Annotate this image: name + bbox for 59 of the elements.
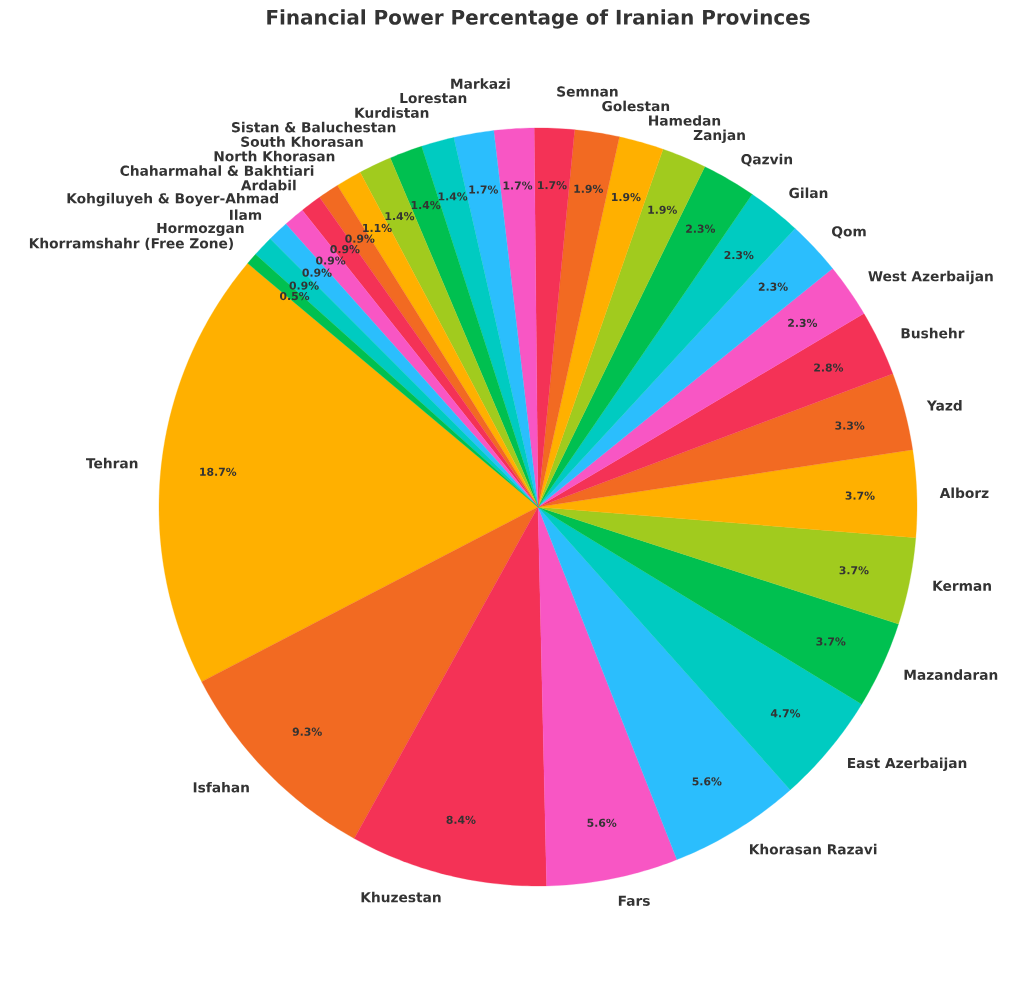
data-label: 3.3%: [835, 421, 865, 430]
slice-label: Mazandaran: [904, 669, 998, 680]
slice-label: Bushehr: [901, 327, 965, 339]
slice-label: Tehran: [86, 457, 138, 469]
data-label: 1.7%: [503, 181, 533, 190]
data-label: 3.7%: [845, 491, 875, 500]
slice-label: South Khorasan: [241, 136, 363, 147]
data-label: 5.6%: [587, 818, 617, 827]
slice-label: Sistan & Baluchestan: [232, 121, 396, 133]
slice-label: Chaharmahal & Bakhtiari: [120, 165, 314, 176]
data-label: 1.4%: [385, 212, 415, 221]
slice-label: Qom: [832, 226, 866, 239]
data-label: 2.3%: [758, 282, 788, 291]
data-label: 8.4%: [446, 815, 476, 824]
slice-label: North Khorasan: [214, 150, 335, 162]
data-label: 9.3%: [292, 727, 322, 736]
slice-label: Khorramshahr (Free Zone): [29, 237, 233, 251]
slice-label: Alborz: [939, 487, 989, 499]
slice-label: Khuzestan: [361, 891, 441, 903]
slice-label: Yazd: [926, 400, 962, 411]
slice-label: Kerman: [933, 580, 991, 591]
slice-label: Qazvin: [741, 153, 793, 167]
data-label: 3.7%: [839, 566, 869, 575]
data-label: 2.3%: [724, 250, 754, 260]
data-label: 3.7%: [816, 637, 846, 646]
slice-label: Khorasan Razavi: [749, 843, 877, 855]
slice-label: Ilam: [229, 209, 262, 221]
slice-label: East Azerbaijan: [848, 757, 967, 771]
data-label: 5.6%: [692, 777, 722, 786]
slice-label: Lorestan: [400, 92, 467, 104]
slice-label: Isfahan: [193, 781, 249, 793]
slice-label: Markazi: [451, 78, 510, 89]
slice-label: Zanjan: [693, 129, 745, 144]
data-label: 1.9%: [648, 205, 677, 214]
data-label: 1.7%: [538, 181, 567, 190]
slice-label: Ardabil: [240, 179, 296, 191]
data-label: 18.7%: [200, 467, 237, 476]
slice-label: Hormozgan: [157, 222, 244, 236]
chart-title: Financial Power Percentage of Iranian Provinces: [267, 9, 810, 29]
data-label: 2.8%: [814, 363, 844, 372]
data-label: 2.3%: [788, 318, 818, 328]
data-label: 0.9%: [289, 281, 319, 290]
data-label: 1.4%: [411, 200, 441, 210]
slice-label: Hamedan: [649, 115, 721, 126]
slice-label: Semnan: [557, 86, 618, 97]
data-label: 0.9%: [345, 234, 375, 243]
data-label: 1.9%: [574, 184, 603, 193]
slice-label: Gilan: [789, 187, 828, 199]
data-label: 1.4%: [438, 192, 468, 201]
data-label: 1.9%: [612, 192, 641, 202]
data-label: 1.7%: [469, 185, 498, 194]
data-label: 4.7%: [770, 709, 801, 718]
slice-label: West Azerbaijan: [868, 270, 993, 285]
data-label: 2.3%: [686, 224, 716, 233]
slice-label: Golestan: [602, 100, 670, 112]
slice-label: Kohgiluyeh & Boyer-Ahmad: [67, 192, 278, 207]
slice-label: Kurdistan: [355, 107, 429, 118]
slice-label: Fars: [618, 895, 650, 906]
data-label: 1.1%: [363, 223, 392, 233]
